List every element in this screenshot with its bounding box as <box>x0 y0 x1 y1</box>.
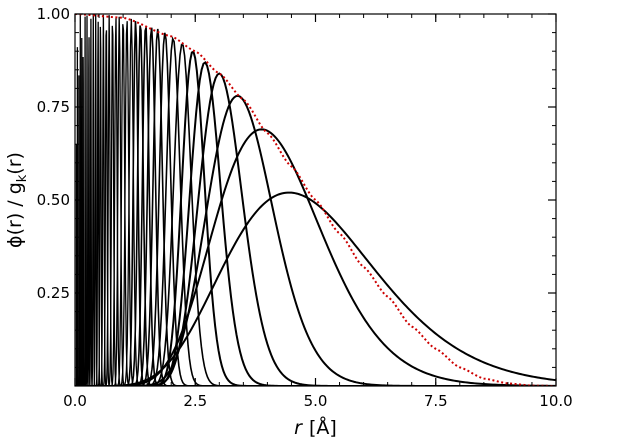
tick-labels: 0.0 2.5 5.0 7.5 10.0 0.25 0.50 0.75 1.00 <box>37 5 573 410</box>
y-axis-label: ϕ(r) / gk(r) <box>4 152 30 248</box>
x-tick-label: 5.0 <box>304 392 328 410</box>
y-axis-subscript: k <box>15 174 30 182</box>
axis-ticks <box>74 13 557 386</box>
y-axis-main: ϕ(r) / g <box>4 182 26 248</box>
y-tick-label: 0.75 <box>37 98 70 116</box>
basis-curves <box>75 14 556 386</box>
x-tick-label: 7.5 <box>424 392 448 410</box>
x-tick-label: 10.0 <box>539 392 572 410</box>
envelope-curve <box>75 14 556 386</box>
y-tick-label: 1.00 <box>37 5 70 23</box>
y-tick-label: 0.50 <box>37 191 70 209</box>
x-axis-symbol: r <box>294 417 303 439</box>
y-axis-suffix: (r) <box>4 152 26 175</box>
x-axis-unit: [Å] <box>309 416 337 439</box>
x-tick-label: 0.0 <box>63 392 87 410</box>
x-tick-label: 2.5 <box>183 392 207 410</box>
x-axis-label: r [Å] <box>294 416 337 439</box>
basis-curve <box>75 94 556 386</box>
y-tick-label: 0.25 <box>37 284 70 302</box>
basis-curve <box>75 75 99 386</box>
